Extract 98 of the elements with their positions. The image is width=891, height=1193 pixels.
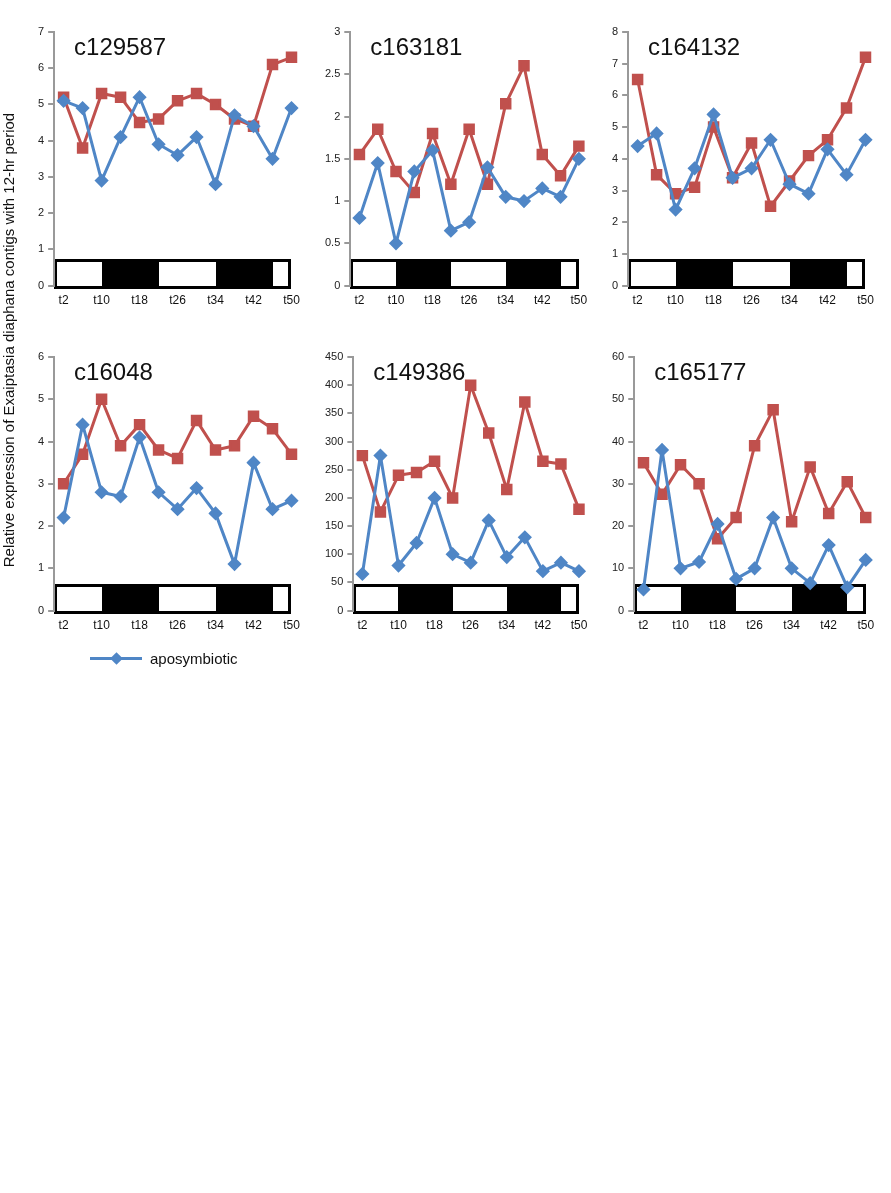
x-tick-label: t10 (390, 618, 408, 633)
y-tick-label: 2 (37, 519, 45, 532)
y-tick-label: 5 (611, 120, 619, 133)
x-tick-label: t34 (781, 293, 799, 308)
y-tick-label: 7 (37, 25, 45, 38)
x-tick-label: t34 (783, 618, 801, 633)
y-tick-label: 1.5 (324, 151, 341, 164)
y-tick-label: 350 (324, 406, 344, 419)
y-tick-label: 6 (37, 61, 45, 74)
x-tick-label: t50 (570, 618, 588, 633)
y-tick-label: 1 (334, 194, 341, 207)
y-tick-label: 3 (334, 25, 341, 38)
chart-title: c16048 (74, 357, 153, 385)
x-tick-label: t18 (705, 293, 723, 308)
x-tick-label: t34 (498, 618, 516, 633)
y-tick-label: 0 (618, 603, 625, 616)
x-tick-label: t18 (131, 618, 149, 633)
x-tick-label: t18 (709, 618, 727, 633)
x-tick-label: t26 (460, 293, 478, 308)
x-tick-label: t18 (131, 293, 149, 308)
y-tick-label: 450 (324, 350, 344, 363)
y-tick-label: 1 (611, 246, 619, 259)
y-tick-label: 1 (37, 561, 45, 574)
x-tick-label: t10 (667, 293, 685, 308)
y-tick-label: 1 (37, 242, 45, 255)
x-tick-label: t42 (245, 293, 263, 308)
y-tick-label: 400 (324, 378, 344, 391)
chart-title: c164132 (648, 32, 741, 60)
x-tick-label: t2 (638, 618, 649, 633)
chart-title: c163181 (370, 32, 463, 60)
y-axis-title: Relative expression of Exaiptasia diaphana contigs with 12-hr period (0, 111, 18, 570)
x-tick-label: t34 (497, 293, 515, 308)
y-tick-label: 2.5 (324, 67, 341, 80)
y-tick-label: 50 (611, 392, 625, 405)
y-tick-label: 10 (611, 561, 625, 574)
x-tick-label: t50 (283, 618, 301, 633)
x-tick-label: t2 (357, 618, 368, 633)
y-tick-label: 2 (334, 109, 341, 122)
x-tick-label: t34 (207, 618, 225, 633)
y-tick-label: 2 (611, 215, 619, 228)
y-tick-label: 200 (324, 490, 344, 503)
y-tick-label: 6 (611, 88, 619, 101)
y-tick-label: 150 (324, 519, 344, 532)
x-tick-label: t26 (169, 293, 187, 308)
chart-title: c129587 (74, 32, 167, 60)
y-tick-label: 50 (331, 575, 344, 588)
y-tick-label: 2 (37, 206, 45, 219)
x-tick-label: t42 (245, 618, 263, 633)
y-tick-label: 0 (37, 278, 45, 291)
x-tick-label: t2 (58, 618, 69, 633)
x-tick-label: t26 (169, 618, 187, 633)
x-tick-label: t18 (424, 293, 442, 308)
y-tick-label: 0 (334, 278, 341, 291)
x-tick-label: t42 (820, 618, 838, 633)
y-tick-label: 60 (611, 350, 625, 363)
y-tick-label: 0.5 (324, 236, 341, 249)
x-tick-label: t2 (58, 293, 69, 308)
chart-title: c149386 (373, 357, 466, 385)
x-tick-label: t50 (570, 293, 588, 308)
y-tick-label: 40 (611, 434, 625, 447)
x-tick-label: t26 (746, 618, 764, 633)
x-tick-label: t10 (387, 293, 405, 308)
y-tick-label: 4 (611, 151, 619, 164)
x-tick-label: t2 (632, 293, 643, 308)
x-tick-label: t10 (672, 618, 690, 633)
x-tick-label: t42 (534, 618, 552, 633)
y-tick-label: 30 (611, 476, 625, 489)
y-tick-label: 0 (611, 278, 619, 291)
y-tick-label: 3 (611, 183, 619, 196)
y-tick-label: 4 (37, 133, 45, 146)
y-tick-label: 6 (37, 350, 45, 363)
x-tick-label: t2 (354, 293, 365, 308)
x-tick-label: t50 (857, 618, 875, 633)
y-tick-label: 100 (324, 547, 344, 560)
y-tick-label: 7 (611, 56, 619, 69)
x-tick-label: t42 (533, 293, 551, 308)
y-tick-label: 250 (324, 462, 344, 475)
x-tick-label: t26 (462, 618, 480, 633)
y-tick-label: 0 (337, 603, 344, 616)
chart-title: c165177 (654, 357, 747, 385)
y-tick-label: 5 (37, 392, 45, 405)
x-tick-label: t18 (426, 618, 444, 633)
x-tick-label: t34 (207, 293, 225, 308)
y-tick-label: 4 (37, 434, 45, 447)
x-tick-label: t10 (93, 293, 111, 308)
y-tick-label: 0 (37, 603, 45, 616)
x-tick-label: t42 (819, 293, 837, 308)
y-tick-label: 8 (611, 25, 619, 38)
x-tick-label: t26 (743, 293, 761, 308)
y-tick-label: 3 (37, 476, 45, 489)
y-tick-label: 5 (37, 97, 45, 110)
x-tick-label: t50 (283, 293, 301, 308)
x-tick-label: t10 (93, 618, 111, 633)
legend-label: aposymbiotic (150, 650, 238, 667)
y-tick-label: 300 (324, 434, 344, 447)
x-tick-label: t50 (857, 293, 875, 308)
y-tick-label: 3 (37, 169, 45, 182)
y-tick-label: 20 (611, 519, 625, 532)
